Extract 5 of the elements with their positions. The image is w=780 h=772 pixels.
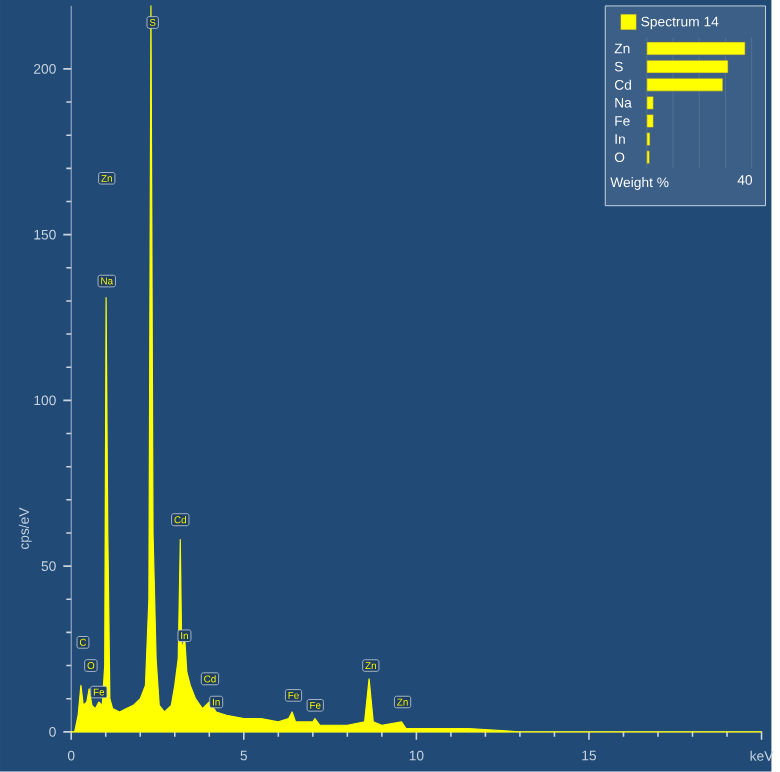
bar	[646, 114, 654, 128]
bar	[646, 78, 724, 92]
bar	[646, 96, 654, 110]
bar	[646, 42, 746, 56]
bar	[646, 60, 729, 74]
